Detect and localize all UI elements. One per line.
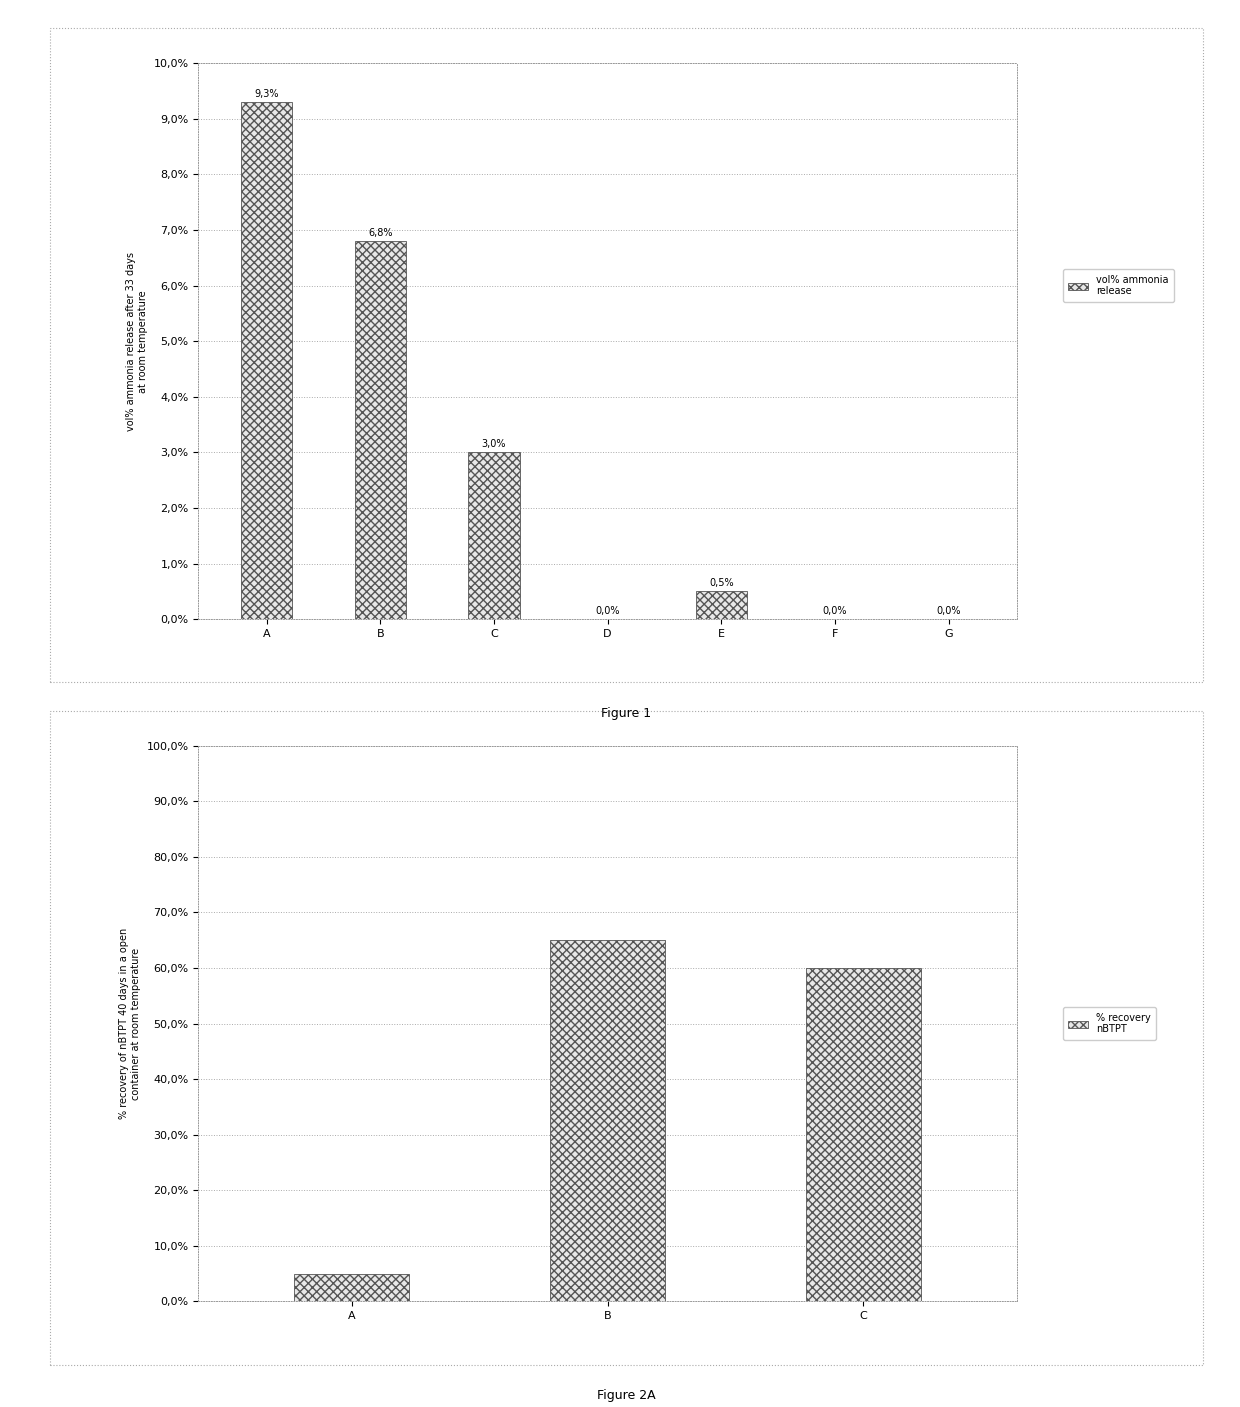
Bar <box>241 103 293 619</box>
Y-axis label: vol% ammonia release after 33 days
at room temperature: vol% ammonia release after 33 days at ro… <box>126 252 148 431</box>
Text: 3,0%: 3,0% <box>481 439 506 449</box>
Text: 0,0%: 0,0% <box>595 606 620 616</box>
Legend: vol% ammonia
release: vol% ammonia release <box>1063 269 1174 303</box>
Text: 6,8%: 6,8% <box>368 228 393 238</box>
Bar <box>806 968 921 1301</box>
Text: 0,5%: 0,5% <box>709 578 734 588</box>
Bar <box>469 452 520 619</box>
Text: Figure 1: Figure 1 <box>601 706 651 720</box>
Bar <box>355 241 405 619</box>
Text: Figure 2A: Figure 2A <box>596 1389 656 1403</box>
Bar <box>696 591 746 619</box>
Legend: % recovery
nBTPT: % recovery nBTPT <box>1063 1007 1156 1040</box>
Bar <box>551 940 665 1301</box>
Bar <box>294 1273 409 1301</box>
Text: 9,3%: 9,3% <box>254 89 279 98</box>
Text: 0,0%: 0,0% <box>936 606 961 616</box>
Text: 0,0%: 0,0% <box>822 606 847 616</box>
Y-axis label: % recovery of nBTPT 40 days in a open
container at room temperature: % recovery of nBTPT 40 days in a open co… <box>119 929 141 1119</box>
